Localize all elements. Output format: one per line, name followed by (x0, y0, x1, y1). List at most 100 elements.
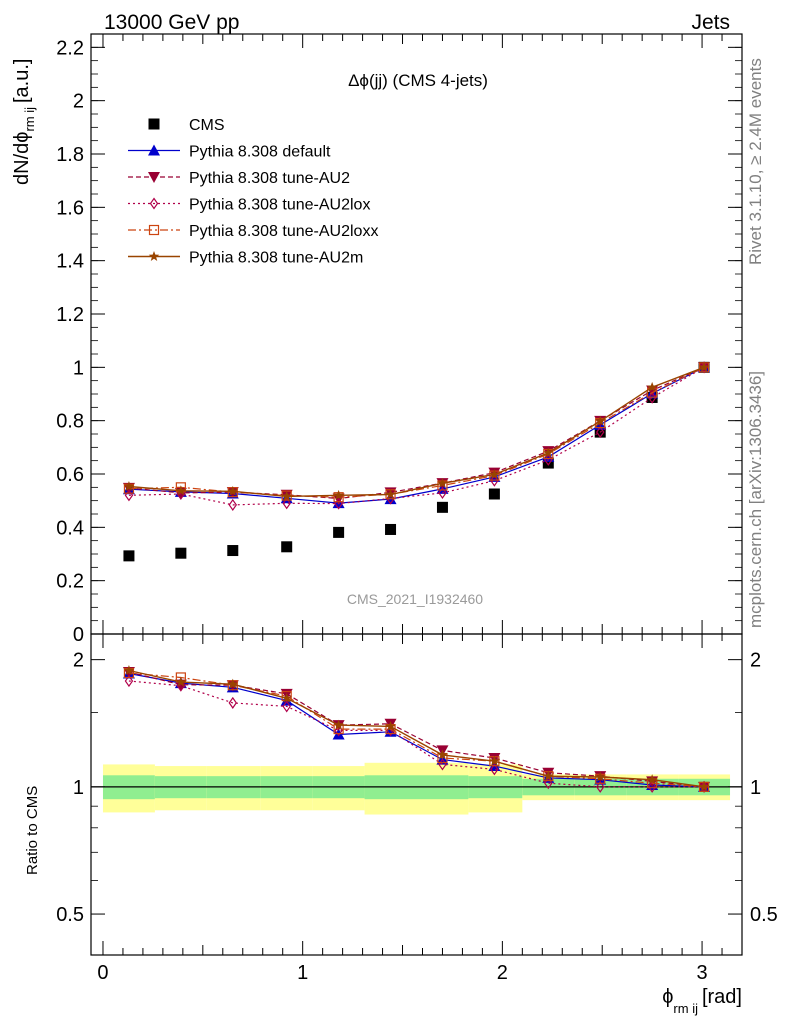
legend-label-default: Pythia 8.308 default (189, 144, 331, 161)
legend-label-au2: Pythia 8.308 tune-AU2 (189, 170, 350, 187)
ratio-ylabel: Ratio to CMS (24, 786, 41, 875)
ratio-line-au2m (128, 669, 705, 788)
main-point-au2m (281, 490, 292, 501)
ratio-point-au2m (698, 781, 710, 792)
ratio-point-au2lox (647, 780, 657, 793)
ratio-point-au2m (333, 719, 344, 730)
ratio-point-au2m (175, 676, 187, 687)
ratio-xtick-label: 2 (497, 962, 508, 984)
ratio-ytick-label: 1 (73, 777, 84, 799)
legend-label-au2lox: Pythia 8.308 tune-AU2lox (189, 197, 370, 214)
main-ytick-label: 0.8 (56, 411, 84, 433)
ratio-point-au2m (385, 720, 396, 731)
main-ylabel: dN/dϕrm ij [a.u.] (11, 59, 37, 185)
main-point-au2lox (228, 498, 238, 511)
main-ytick-label: 2 (73, 91, 84, 113)
main-line-au2 (128, 366, 705, 500)
main-point-cms (542, 457, 554, 469)
ratio-line-au2loxx (128, 672, 705, 788)
ratio-point-au2m (227, 678, 239, 689)
ratio-xlabel-sub: rm ij (673, 1001, 698, 1016)
main-ytick-label: 1 (73, 357, 84, 379)
legend-marker-au2loxx (148, 224, 160, 236)
main-ytick-label: 1.2 (56, 304, 84, 326)
ratio-frame (90, 633, 743, 956)
ratio-point-au2lox (282, 700, 291, 713)
ratio-series-layer (122, 665, 711, 793)
main-point-au2m (437, 477, 448, 488)
ratio-point-au2lox (228, 696, 238, 709)
legend-label-au2m: Pythia 8.308 tune-AU2m (189, 250, 363, 267)
ratio-axes: 0 1 2 3 0.5 0.5 1 1 2 2 (56, 633, 778, 984)
main-point-cms (385, 523, 397, 535)
main-ytick-label: 1.4 (56, 251, 84, 273)
ratio-point-au2m (123, 665, 135, 675)
ratio-ytick-label: 2 (73, 650, 84, 672)
legend-marker-cms (148, 118, 160, 130)
main-ytick-label: 0.4 (56, 517, 84, 539)
ratio-ytick-label-right: 0.5 (750, 904, 778, 926)
ratio-point-au2m (281, 692, 292, 703)
main-point-au2lox (282, 497, 291, 510)
ratio-line-default (128, 672, 705, 788)
main-ytick-label: 0.6 (56, 464, 84, 486)
main-point-au2m (333, 489, 344, 500)
main-point-au2m (646, 381, 658, 392)
main-ytick-label: 1.8 (56, 144, 84, 166)
rivet-label: Rivet 3.1.10, ≥ 2.4M events (746, 58, 765, 265)
main-point-au2lox (595, 426, 605, 439)
main-point-cms (436, 501, 448, 513)
ratio-ytick-label: 0.5 (56, 904, 84, 926)
main-point-au2m (594, 415, 606, 426)
main-line-au2loxx (128, 366, 705, 498)
ratio-point-au2m (489, 755, 500, 766)
ratio-point-au2m (646, 774, 658, 785)
main-point-au2m (543, 447, 554, 458)
main-ylabel-sub: rm ij (22, 107, 37, 132)
main-point-au2m (489, 469, 500, 479)
main-point-cms (175, 547, 187, 559)
ratio-point-au2m (594, 771, 606, 782)
legend-marker-au2lox (149, 197, 159, 210)
ratio-uncertainty-band (91, 762, 742, 815)
main-point-cms (227, 545, 239, 557)
main-series-layer (122, 361, 711, 562)
analysis-watermark: CMS_2021_I1932460 (347, 591, 483, 607)
ratio-point-au2lox (595, 780, 605, 793)
legend-label-au2loxx: Pythia 8.308 tune-AU2loxx (189, 223, 378, 240)
ratio-xtick-label: 0 (97, 962, 108, 984)
main-point-cms (123, 550, 135, 562)
ratio-xlabel-main: ϕ (662, 986, 673, 1008)
main-point-au2m (385, 489, 396, 499)
main-axes: 0 0.2 0.4 0.6 0.8 1 1.2 1.4 1.6 1.8 2 2.2 (56, 33, 743, 646)
ratio-xtick-label: 1 (297, 962, 308, 984)
header-right-label: Jets (691, 11, 730, 34)
main-ytick-label: 1.6 (56, 197, 84, 219)
ratio-point-au2m (437, 749, 448, 760)
main-point-au2lox (438, 486, 447, 499)
ratio-xtick-label: 3 (696, 962, 707, 984)
main-line-au2m (128, 366, 705, 498)
legend-marker-default (148, 144, 160, 156)
main-ytick-label: 2.2 (56, 37, 84, 59)
main-ytick-label: 0 (73, 624, 84, 646)
legend: CMS Pythia 8.308 default Pythia 8.308 tune… (128, 117, 378, 267)
mcplots-label: mcplots.cern.ch [arXiv:1306.3436] (746, 371, 765, 628)
ratio-ytick-label-right: 1 (750, 777, 761, 799)
main-point-au2m (698, 361, 710, 372)
ratio-xlabel: ϕrm ij [rad] (662, 986, 742, 1016)
ratio-line-au2lox (128, 680, 705, 788)
main-point-cms (488, 488, 500, 500)
ratio-point-au2m (543, 770, 554, 781)
ratio-xlabel-unit: [rad] (702, 986, 742, 1008)
main-point-au2m (123, 481, 135, 491)
main-point-au2m (227, 485, 239, 496)
legend-label-cms: CMS (189, 117, 225, 134)
main-point-au2lox (490, 474, 499, 487)
ratio-point-au2lox (124, 674, 134, 688)
ratio-ytick-label-right: 2 (750, 650, 761, 672)
main-point-au2m (175, 485, 187, 496)
main-point-cms (333, 526, 345, 538)
ratio-point-au2lox (544, 777, 553, 790)
